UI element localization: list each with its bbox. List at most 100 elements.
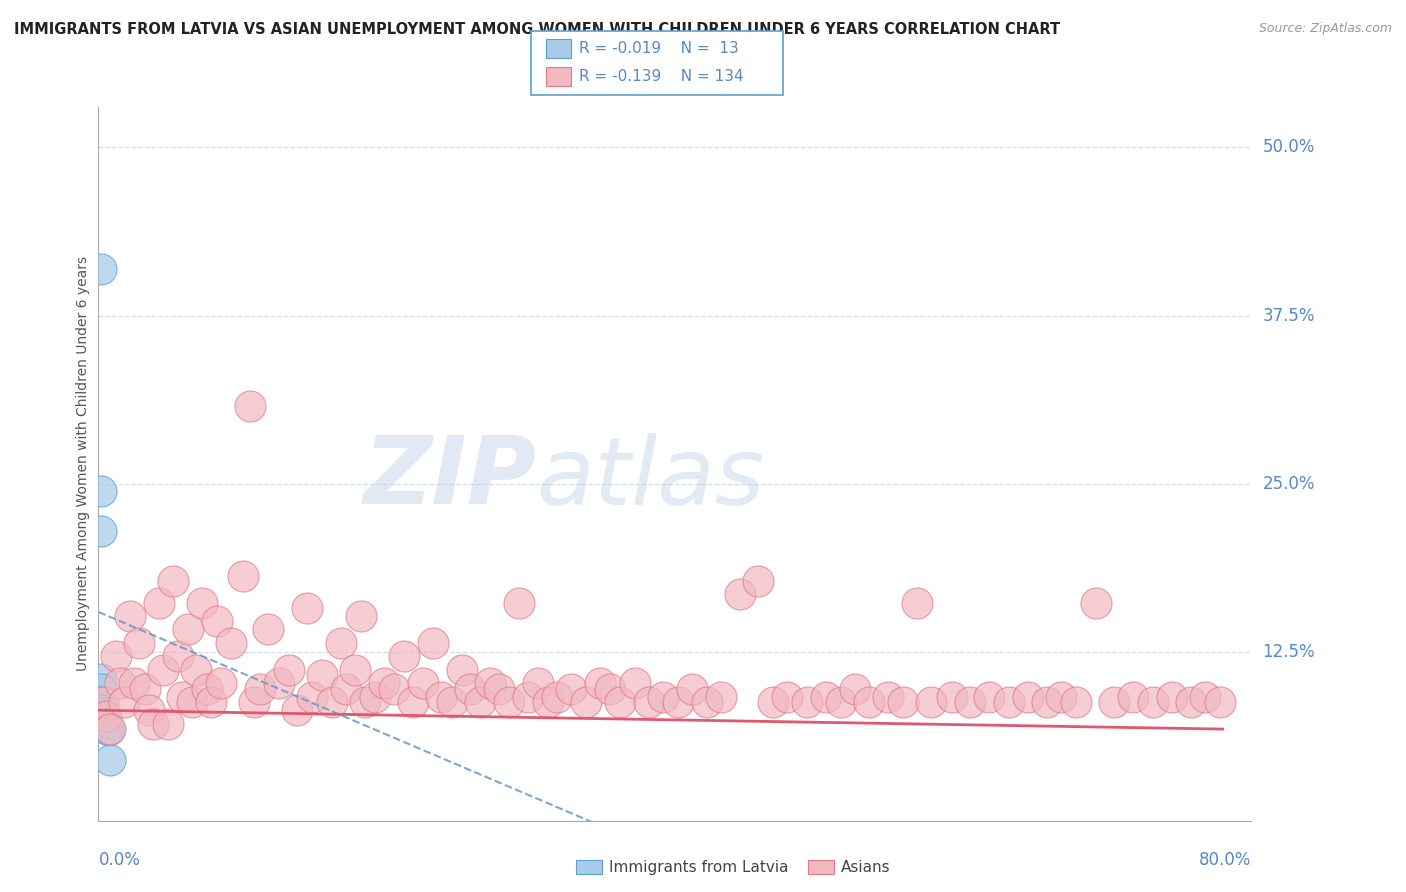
Point xyxy=(488,681,510,696)
Point xyxy=(335,681,357,696)
Point xyxy=(479,676,502,690)
Point xyxy=(920,695,942,709)
Point xyxy=(138,703,160,717)
Point xyxy=(681,681,703,696)
Point xyxy=(1180,695,1202,709)
Point xyxy=(195,681,218,696)
Point xyxy=(148,595,170,609)
Point xyxy=(905,595,928,609)
Point xyxy=(124,676,146,690)
Point xyxy=(858,695,880,709)
Point xyxy=(830,695,852,709)
Point xyxy=(998,695,1021,709)
Point xyxy=(301,690,323,704)
Point xyxy=(728,587,751,601)
Point xyxy=(1161,690,1184,704)
Point xyxy=(354,695,377,709)
Point xyxy=(90,681,112,696)
Point xyxy=(94,716,117,731)
Point xyxy=(98,722,121,736)
Point xyxy=(96,722,118,736)
Point xyxy=(527,676,550,690)
Point xyxy=(329,636,352,650)
Point xyxy=(498,695,520,709)
Point xyxy=(156,716,179,731)
Point xyxy=(134,681,156,696)
Point xyxy=(516,690,538,704)
Text: R = -0.019    N =  13: R = -0.019 N = 13 xyxy=(579,41,740,56)
Point xyxy=(93,706,115,720)
Text: 37.5%: 37.5% xyxy=(1263,307,1315,325)
Point xyxy=(546,690,568,704)
Point xyxy=(638,695,661,709)
Point xyxy=(97,723,120,738)
Point xyxy=(257,623,280,637)
Point xyxy=(90,524,112,538)
Point xyxy=(90,673,112,687)
Point xyxy=(170,690,193,704)
Point xyxy=(1208,695,1230,709)
Point xyxy=(1035,695,1057,709)
Point xyxy=(249,681,271,696)
Y-axis label: Unemployment Among Women with Children Under 6 years: Unemployment Among Women with Children U… xyxy=(76,256,90,672)
Point xyxy=(219,636,242,650)
Point xyxy=(93,710,115,724)
Point xyxy=(891,695,914,709)
Point xyxy=(392,649,415,664)
Text: 12.5%: 12.5% xyxy=(1263,643,1315,661)
Point xyxy=(285,703,308,717)
Point xyxy=(239,399,262,413)
Point xyxy=(710,690,733,704)
Text: Source: ZipAtlas.com: Source: ZipAtlas.com xyxy=(1258,22,1392,36)
Point xyxy=(231,568,254,582)
Point xyxy=(162,574,184,588)
Point xyxy=(1194,690,1216,704)
Point xyxy=(652,690,675,704)
Point xyxy=(877,690,900,704)
Point xyxy=(959,695,981,709)
Point xyxy=(762,695,785,709)
Text: 0.0%: 0.0% xyxy=(98,851,141,869)
Point xyxy=(181,695,204,709)
Point xyxy=(152,663,174,677)
Point xyxy=(696,695,718,709)
Point xyxy=(574,695,596,709)
Point xyxy=(98,753,121,767)
Point xyxy=(537,695,560,709)
Point xyxy=(297,601,319,615)
Point xyxy=(815,690,838,704)
Point xyxy=(108,676,131,690)
Point xyxy=(90,703,112,717)
Point xyxy=(142,716,165,731)
Point xyxy=(422,636,444,650)
Text: Asians: Asians xyxy=(841,860,890,874)
Point xyxy=(450,663,472,677)
Text: 80.0%: 80.0% xyxy=(1199,851,1251,869)
Point xyxy=(1104,695,1126,709)
Point xyxy=(508,595,530,609)
Point xyxy=(401,695,423,709)
Point xyxy=(90,483,112,498)
Point xyxy=(747,574,769,588)
Point xyxy=(1122,690,1144,704)
Point xyxy=(1142,695,1164,709)
Point xyxy=(200,695,222,709)
Point xyxy=(440,695,463,709)
Point xyxy=(844,681,866,696)
Point xyxy=(364,690,387,704)
Point xyxy=(94,708,117,723)
Point xyxy=(941,690,963,704)
Text: Immigrants from Latvia: Immigrants from Latvia xyxy=(609,860,789,874)
Point xyxy=(560,681,582,696)
Point xyxy=(321,695,343,709)
Text: 50.0%: 50.0% xyxy=(1263,138,1315,156)
Text: IMMIGRANTS FROM LATVIA VS ASIAN UNEMPLOYMENT AMONG WOMEN WITH CHILDREN UNDER 6 Y: IMMIGRANTS FROM LATVIA VS ASIAN UNEMPLOY… xyxy=(14,22,1060,37)
Point xyxy=(186,663,208,677)
Point xyxy=(589,676,612,690)
Point xyxy=(412,676,434,690)
Text: ZIP: ZIP xyxy=(364,432,537,524)
Point xyxy=(90,261,112,276)
Point xyxy=(430,690,453,704)
Point xyxy=(112,695,135,709)
Text: 25.0%: 25.0% xyxy=(1263,475,1315,493)
